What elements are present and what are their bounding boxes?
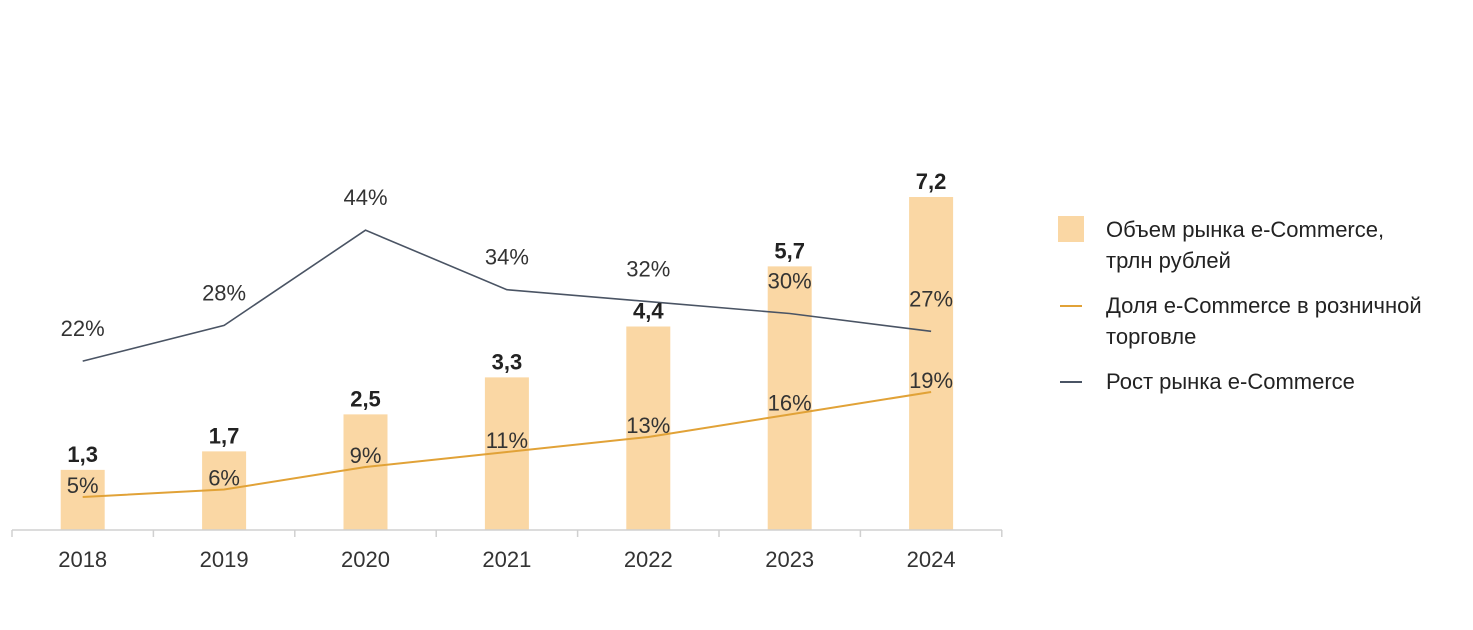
share-label-2020: 9%: [350, 443, 382, 468]
legend-item-volume: Объем рынка e-Commerce, трлн рублей: [1058, 214, 1473, 276]
bar-value-label-2023: 5,7: [774, 238, 805, 263]
chart-svg: 2018 2019 2020 2021 2022 2023 2024 1,3 1,7 2,5 3,…: [11, 169, 1003, 572]
x-tick-label-2019: 2019: [200, 547, 249, 572]
bar-value-label-2018: 1,3: [67, 442, 98, 467]
bar-2023: [767, 266, 812, 530]
bar-value-label-2019: 1,7: [209, 423, 240, 448]
bar-value-label-2024: 7,2: [916, 169, 947, 194]
legend-line-growth: [1060, 381, 1082, 383]
share-label-2019: 6%: [208, 466, 240, 491]
bar-2024: [909, 197, 954, 530]
x-tick-label-2023: 2023: [765, 547, 814, 572]
legend-label-volume-line1: Объем рынка e-Commerce,: [1106, 217, 1385, 242]
bar-2018: [60, 469, 105, 530]
bar-2022: [626, 326, 671, 530]
share-line: [82, 391, 932, 498]
legend-line-share: [1060, 305, 1082, 307]
line-series: [82, 229, 932, 498]
legend-swatch-volume: [1058, 216, 1084, 242]
share-label-2024: 19%: [909, 368, 953, 393]
data-labels: 1,3 1,7 2,5 3,3 4,4 5,7 7,2 5% 6% 9% 11% 13% 16% 19% 2…: [61, 169, 953, 498]
growth-label-2022: 32%: [626, 257, 670, 282]
growth-label-2021: 34%: [485, 245, 529, 270]
legend-label-share-line2: торговле: [1106, 324, 1197, 349]
growth-label-2019: 28%: [202, 280, 246, 305]
share-label-2021: 11%: [486, 428, 528, 453]
share-label-2022: 13%: [626, 413, 670, 438]
legend-label-share-line1: Доля e-Commerce в розничной: [1106, 293, 1422, 318]
x-tick-label-2022: 2022: [624, 547, 673, 572]
bar-value-label-2020: 2,5: [350, 386, 381, 411]
x-axis-ticks: 2018 2019 2020 2021 2022 2023 2024: [11, 530, 1003, 572]
growth-label-2024: 27%: [909, 286, 953, 311]
growth-label-2020: 44%: [343, 185, 387, 210]
legend: Объем рынка e-Commerce, трлн рублей Доля…: [1058, 214, 1473, 411]
x-tick-label-2024: 2024: [907, 547, 956, 572]
share-label-2023: 16%: [768, 391, 812, 416]
bar-value-label-2021: 3,3: [492, 349, 523, 374]
x-tick-label-2021: 2021: [482, 547, 531, 572]
legend-label-volume-line2: трлн рублей: [1106, 248, 1231, 273]
bar-series: [60, 197, 954, 530]
growth-label-2023: 30%: [768, 269, 812, 294]
growth-label-2018: 22%: [61, 316, 105, 341]
bar-2020: [343, 414, 388, 530]
legend-label-growth-line1: Рост рынка e-Commerce: [1106, 369, 1355, 394]
growth-line: [82, 229, 932, 362]
share-label-2018: 5%: [67, 473, 99, 498]
x-tick-label-2018: 2018: [58, 547, 107, 572]
bar-value-label-2022: 4,4: [633, 299, 664, 324]
legend-item-growth: Рост рынка e-Commerce: [1058, 366, 1473, 397]
legend-item-share: Доля e-Commerce в розничной торговле: [1058, 290, 1473, 352]
x-tick-label-2020: 2020: [341, 547, 390, 572]
